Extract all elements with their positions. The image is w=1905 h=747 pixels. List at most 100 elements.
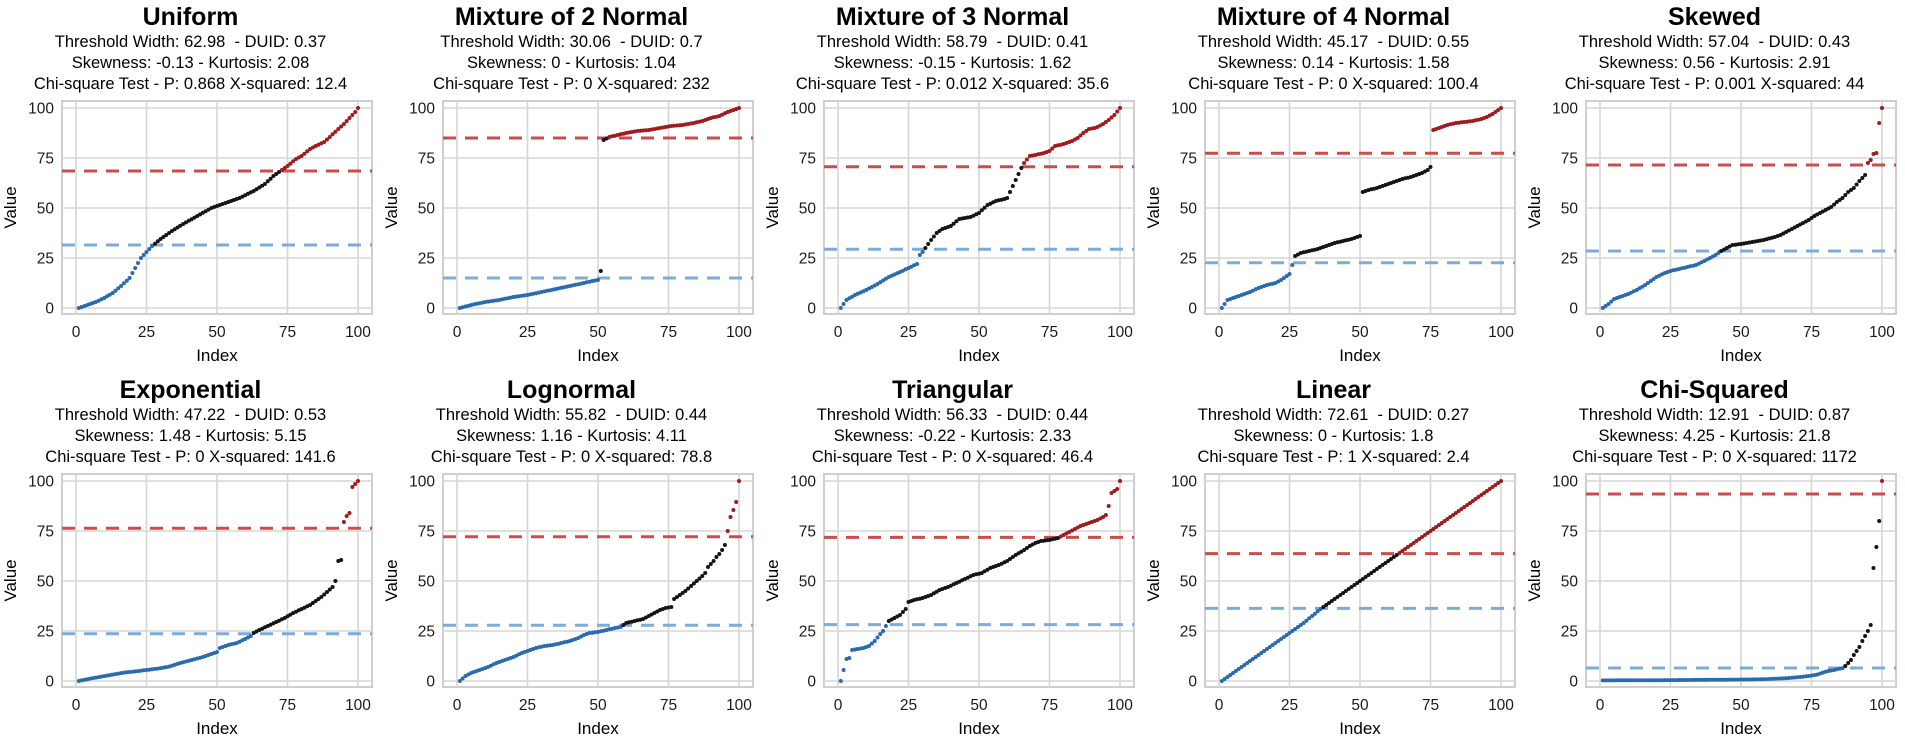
stat-skewness-kurtosis: Skewness: 1.48 - Kurtosis: 5.15 bbox=[74, 427, 307, 445]
x-tick-label: 0 bbox=[1215, 697, 1224, 714]
data-point bbox=[1609, 678, 1614, 683]
data-point bbox=[277, 170, 281, 174]
data-point bbox=[669, 605, 674, 609]
data-point bbox=[1287, 631, 1292, 635]
data-point bbox=[1857, 645, 1862, 649]
data-point bbox=[1708, 677, 1712, 682]
data-point bbox=[1716, 251, 1721, 255]
data-point bbox=[1863, 173, 1868, 177]
data-point bbox=[1846, 661, 1851, 665]
data-point bbox=[1849, 188, 1853, 192]
data-point bbox=[1281, 635, 1286, 639]
data-point bbox=[920, 250, 925, 254]
data-point bbox=[1490, 112, 1495, 116]
data-point bbox=[1425, 168, 1430, 172]
x-axis-label: Index bbox=[1339, 719, 1381, 738]
y-tick-label: 100 bbox=[409, 101, 435, 118]
x-tick-label: 0 bbox=[72, 324, 81, 341]
data-point bbox=[271, 174, 276, 178]
y-tick-label: 25 bbox=[1561, 624, 1578, 641]
data-point bbox=[1645, 281, 1650, 285]
data-point bbox=[1024, 546, 1029, 550]
data-point bbox=[869, 641, 874, 646]
x-tick-label: 25 bbox=[1281, 697, 1298, 714]
data-point bbox=[1394, 553, 1399, 557]
data-point bbox=[1775, 676, 1780, 681]
data-point bbox=[1363, 575, 1368, 579]
data-point bbox=[1786, 676, 1791, 680]
data-point bbox=[1005, 196, 1010, 200]
data-point bbox=[1645, 678, 1650, 683]
data-point bbox=[350, 113, 355, 117]
data-point bbox=[1851, 186, 1856, 190]
data-point bbox=[677, 593, 682, 597]
data-point bbox=[1874, 151, 1879, 155]
data-point bbox=[1264, 647, 1269, 651]
stat-threshold-width: Threshold Width: 45.17 - DUID: 0.55 bbox=[1197, 33, 1470, 51]
data-point bbox=[717, 552, 722, 556]
data-point bbox=[948, 224, 953, 228]
x-tick-label: 50 bbox=[1732, 697, 1750, 714]
x-tick-label: 25 bbox=[1281, 324, 1298, 341]
stat-chi-square: Chi-square Test - P: 0 X-squared: 100.4 bbox=[1188, 75, 1479, 93]
data-point bbox=[167, 231, 172, 235]
data-point bbox=[1369, 571, 1374, 575]
data-point bbox=[691, 581, 696, 586]
data-point bbox=[841, 302, 846, 306]
data-point bbox=[951, 221, 956, 226]
x-axis-label: Index bbox=[196, 719, 238, 738]
data-point bbox=[1753, 677, 1758, 682]
data-point bbox=[1109, 115, 1114, 120]
data-point bbox=[1019, 166, 1024, 170]
data-point bbox=[1863, 634, 1868, 638]
data-point bbox=[1391, 555, 1396, 559]
data-point bbox=[937, 229, 942, 233]
data-point bbox=[1290, 263, 1295, 267]
x-axis-label: Index bbox=[577, 719, 619, 738]
distribution-panel-uniform: Uniform Threshold Width: 62.98 - DUID: 0… bbox=[0, 0, 381, 373]
data-point bbox=[1386, 559, 1391, 563]
data-point bbox=[1324, 603, 1329, 607]
data-point bbox=[867, 644, 871, 648]
stat-skewness-kurtosis: Skewness: 0.14 - Kurtosis: 1.58 bbox=[1217, 54, 1450, 72]
data-point bbox=[1298, 623, 1303, 627]
data-point bbox=[714, 555, 719, 559]
data-point bbox=[325, 590, 329, 594]
stat-chi-square: Chi-square Test - P: 0 X-squared: 232 bbox=[433, 75, 710, 93]
data-point bbox=[1767, 677, 1772, 681]
data-point bbox=[1366, 573, 1371, 577]
y-tick-label: 75 bbox=[799, 151, 816, 168]
data-point bbox=[305, 149, 310, 154]
data-point bbox=[1349, 585, 1354, 589]
x-tick-label: 0 bbox=[834, 324, 843, 341]
data-point bbox=[1741, 677, 1746, 682]
y-tick-label: 100 bbox=[790, 101, 816, 118]
stat-threshold-width: Threshold Width: 57.04 - DUID: 0.43 bbox=[1578, 33, 1851, 51]
data-point bbox=[1484, 489, 1489, 493]
stat-chi-square: Chi-square Test - P: 0.868 X-squared: 12… bbox=[33, 75, 348, 93]
data-point bbox=[1290, 629, 1295, 633]
data-point bbox=[147, 247, 152, 251]
panel-title: Skewed bbox=[1667, 3, 1762, 31]
data-point bbox=[1877, 519, 1882, 523]
data-point bbox=[1600, 678, 1605, 683]
x-tick-label: 0 bbox=[1596, 697, 1605, 714]
data-point bbox=[1279, 278, 1283, 282]
data-point bbox=[119, 284, 124, 288]
stat-skewness-kurtosis: Skewness: 0 - Kurtosis: 1.8 bbox=[1233, 427, 1434, 445]
data-point bbox=[1727, 677, 1732, 682]
data-point bbox=[1420, 535, 1424, 539]
stat-chi-square: Chi-square Test - P: 0.001 X-squared: 44 bbox=[1564, 75, 1865, 93]
data-point bbox=[841, 668, 846, 672]
x-tick-label: 25 bbox=[900, 324, 917, 341]
y-axis-label: Value bbox=[1, 186, 20, 228]
stat-skewness-kurtosis: Skewness: 0.56 - Kurtosis: 2.91 bbox=[1598, 54, 1831, 72]
data-point bbox=[1437, 523, 1441, 527]
data-point bbox=[1405, 545, 1410, 549]
data-point bbox=[1496, 481, 1501, 485]
x-tick-label: 75 bbox=[1041, 324, 1058, 341]
data-point bbox=[683, 589, 688, 593]
plot-canvas: 0 25 50 75 100 0 25 50 75 100 Value Index bbox=[1, 100, 373, 365]
data-point bbox=[1360, 577, 1365, 581]
data-point bbox=[1626, 678, 1631, 683]
